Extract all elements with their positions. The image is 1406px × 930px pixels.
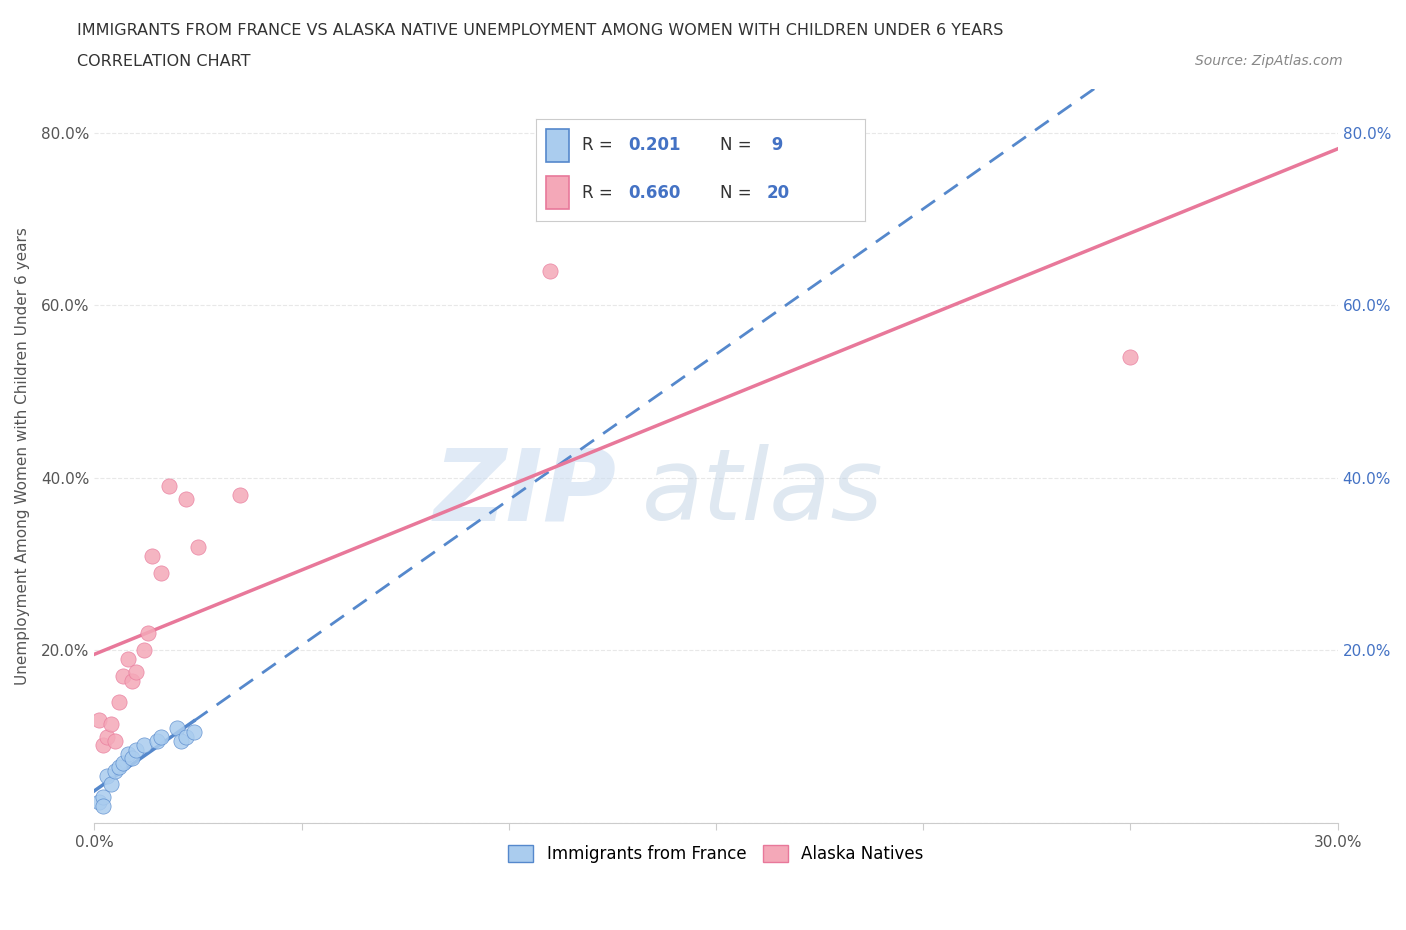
Point <box>108 695 131 710</box>
Point <box>104 734 127 749</box>
Point <box>166 721 188 736</box>
Point <box>149 729 172 744</box>
Point <box>145 734 167 749</box>
Text: atlas: atlas <box>641 445 883 541</box>
Legend: Immigrants from France, Alaska Natives: Immigrants from France, Alaska Natives <box>502 838 931 870</box>
Point <box>91 738 114 753</box>
Point <box>134 643 156 658</box>
Point <box>91 799 114 814</box>
Point <box>538 263 561 278</box>
Point <box>104 764 127 778</box>
Point <box>100 777 122 791</box>
Point <box>170 734 193 749</box>
Y-axis label: Unemployment Among Women with Children Under 6 years: Unemployment Among Women with Children U… <box>15 227 30 685</box>
Point <box>141 548 163 563</box>
Point <box>112 669 135 684</box>
Text: Source: ZipAtlas.com: Source: ZipAtlas.com <box>1195 54 1343 68</box>
Point <box>187 539 209 554</box>
Point <box>125 742 148 757</box>
Point <box>125 665 148 680</box>
Point <box>96 729 118 744</box>
Point <box>157 479 180 494</box>
Point <box>121 751 143 765</box>
Point <box>138 626 160 641</box>
Point <box>112 755 135 770</box>
Point <box>149 565 172 580</box>
Text: ZIP: ZIP <box>433 445 617 541</box>
Point <box>183 725 205 740</box>
Point <box>87 794 110 809</box>
Text: IMMIGRANTS FROM FRANCE VS ALASKA NATIVE UNEMPLOYMENT AMONG WOMEN WITH CHILDREN U: IMMIGRANTS FROM FRANCE VS ALASKA NATIVE … <box>77 23 1004 38</box>
Point <box>117 747 139 762</box>
Point <box>1119 350 1142 365</box>
Point <box>100 716 122 731</box>
Point <box>108 760 131 775</box>
Point <box>121 673 143 688</box>
Point <box>134 738 156 753</box>
Point <box>174 492 197 507</box>
Point <box>174 729 197 744</box>
Point <box>117 652 139 667</box>
Point <box>228 487 250 502</box>
Point <box>91 790 114 804</box>
Point <box>96 768 118 783</box>
Point <box>87 712 110 727</box>
Text: CORRELATION CHART: CORRELATION CHART <box>77 54 250 69</box>
